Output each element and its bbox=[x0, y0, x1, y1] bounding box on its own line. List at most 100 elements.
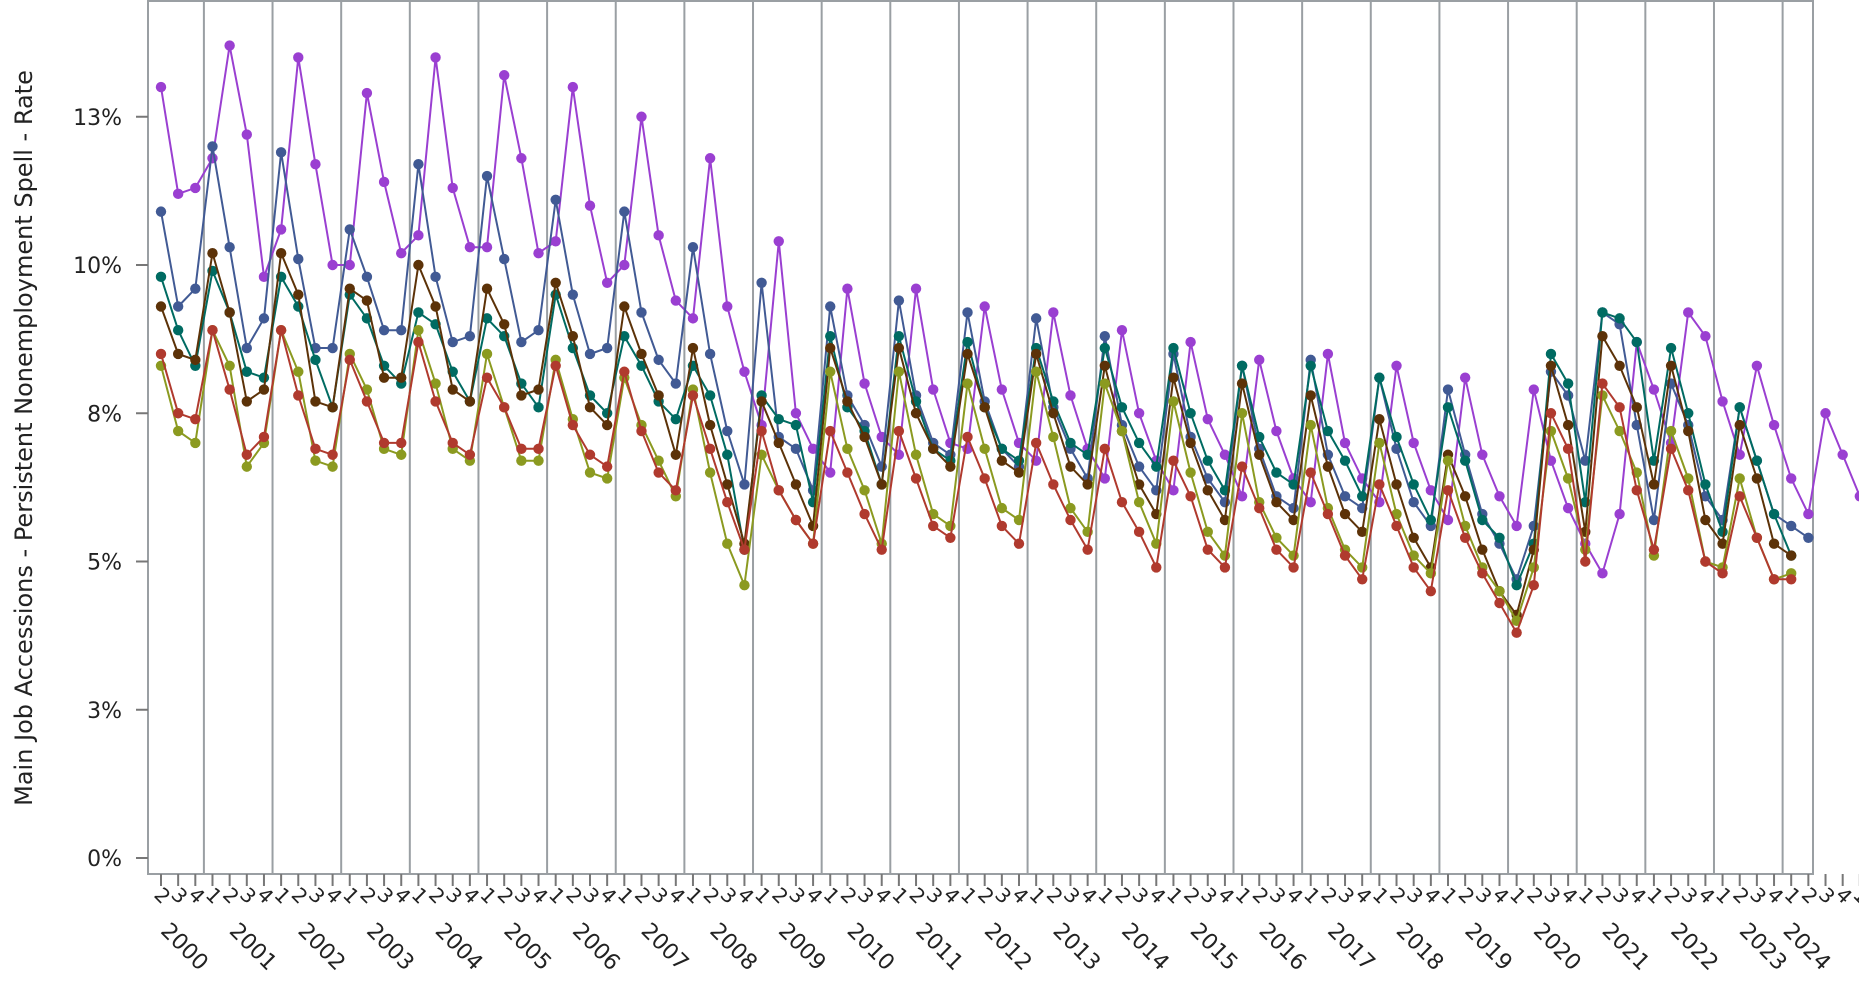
data-point bbox=[773, 413, 784, 425]
data-point bbox=[241, 461, 252, 472]
data-point bbox=[979, 443, 990, 455]
data-point bbox=[224, 360, 235, 372]
data-point bbox=[1494, 532, 1505, 543]
data-point bbox=[962, 378, 973, 389]
data-point bbox=[1082, 544, 1093, 555]
data-point bbox=[876, 544, 887, 555]
data-point bbox=[1683, 307, 1694, 318]
data-point bbox=[584, 348, 596, 360]
data-point bbox=[430, 52, 441, 63]
data-point bbox=[447, 437, 458, 449]
data-point bbox=[1425, 514, 1437, 526]
data-point bbox=[1030, 366, 1042, 377]
data-point bbox=[224, 40, 235, 51]
data-point bbox=[447, 336, 458, 348]
data-point bbox=[1322, 508, 1334, 520]
data-point bbox=[722, 449, 733, 460]
data-point bbox=[1511, 520, 1522, 532]
data-point bbox=[310, 158, 321, 170]
data-point bbox=[190, 437, 201, 449]
data-point bbox=[1459, 372, 1471, 383]
data-point bbox=[1459, 455, 1471, 466]
data-point bbox=[1614, 402, 1625, 413]
data-point bbox=[1683, 408, 1694, 419]
data-point bbox=[1236, 491, 1248, 502]
data-point bbox=[1030, 437, 1042, 449]
data-point bbox=[842, 283, 853, 294]
data-point bbox=[670, 449, 681, 460]
data-point bbox=[1683, 473, 1694, 484]
data-point bbox=[1099, 443, 1111, 455]
data-point bbox=[567, 289, 579, 300]
data-point bbox=[636, 111, 647, 122]
data-point bbox=[842, 467, 853, 478]
data-point bbox=[1477, 514, 1488, 526]
data-point bbox=[1751, 532, 1763, 543]
data-point bbox=[1648, 479, 1660, 490]
data-point bbox=[842, 396, 853, 407]
data-point bbox=[1048, 431, 1059, 443]
data-point bbox=[361, 384, 373, 395]
data-point bbox=[327, 449, 338, 460]
data-point bbox=[910, 449, 922, 460]
year-label: 2022 bbox=[1665, 919, 1722, 976]
data-point bbox=[687, 313, 699, 324]
data-point bbox=[1116, 325, 1128, 336]
data-point bbox=[1065, 461, 1076, 472]
data-point bbox=[1528, 580, 1540, 591]
data-point bbox=[396, 437, 407, 449]
data-point bbox=[1339, 491, 1351, 502]
data-point bbox=[190, 182, 201, 194]
data-point bbox=[1597, 378, 1608, 389]
data-point bbox=[1597, 390, 1608, 401]
data-point bbox=[275, 147, 287, 158]
data-point bbox=[1357, 526, 1368, 538]
data-point bbox=[447, 182, 458, 194]
data-point bbox=[1202, 413, 1213, 425]
year-label: 2016 bbox=[1254, 919, 1311, 976]
data-point bbox=[481, 313, 493, 324]
data-point bbox=[601, 277, 613, 288]
data-point bbox=[1339, 508, 1351, 520]
data-point bbox=[1768, 419, 1780, 431]
data-point bbox=[1065, 502, 1076, 514]
data-point bbox=[1322, 348, 1334, 360]
year-label: 2013 bbox=[1048, 919, 1105, 976]
data-point bbox=[1717, 526, 1728, 538]
year-label: 2000 bbox=[155, 919, 212, 976]
data-point bbox=[1683, 485, 1694, 496]
data-point bbox=[1305, 497, 1316, 508]
data-point bbox=[670, 485, 681, 496]
year-label: 2015 bbox=[1185, 919, 1242, 976]
data-point bbox=[1614, 425, 1625, 437]
data-point bbox=[1185, 336, 1196, 348]
data-point bbox=[293, 301, 304, 312]
data-point bbox=[207, 247, 218, 259]
data-point bbox=[1442, 384, 1454, 395]
data-point bbox=[910, 408, 922, 419]
data-point bbox=[481, 372, 493, 383]
data-point bbox=[962, 307, 973, 318]
data-point bbox=[722, 479, 733, 490]
data-point bbox=[653, 354, 664, 366]
data-point bbox=[241, 366, 252, 377]
data-point bbox=[773, 236, 784, 247]
data-point bbox=[155, 271, 167, 283]
data-point bbox=[1408, 562, 1419, 573]
data-point bbox=[1614, 313, 1625, 324]
data-point bbox=[1288, 514, 1299, 526]
data-point bbox=[1700, 514, 1711, 526]
data-point bbox=[567, 419, 579, 431]
data-point bbox=[516, 390, 527, 401]
data-point bbox=[481, 242, 493, 253]
series-4 bbox=[155, 247, 1797, 621]
y-tick-label: 3% bbox=[87, 699, 122, 724]
data-point bbox=[825, 467, 836, 478]
data-point bbox=[1442, 402, 1454, 413]
data-point bbox=[1288, 479, 1299, 490]
data-point bbox=[293, 253, 304, 265]
data-point bbox=[1408, 497, 1419, 508]
data-point bbox=[516, 443, 527, 455]
year-label: 2019 bbox=[1459, 919, 1516, 976]
data-point bbox=[722, 538, 733, 549]
